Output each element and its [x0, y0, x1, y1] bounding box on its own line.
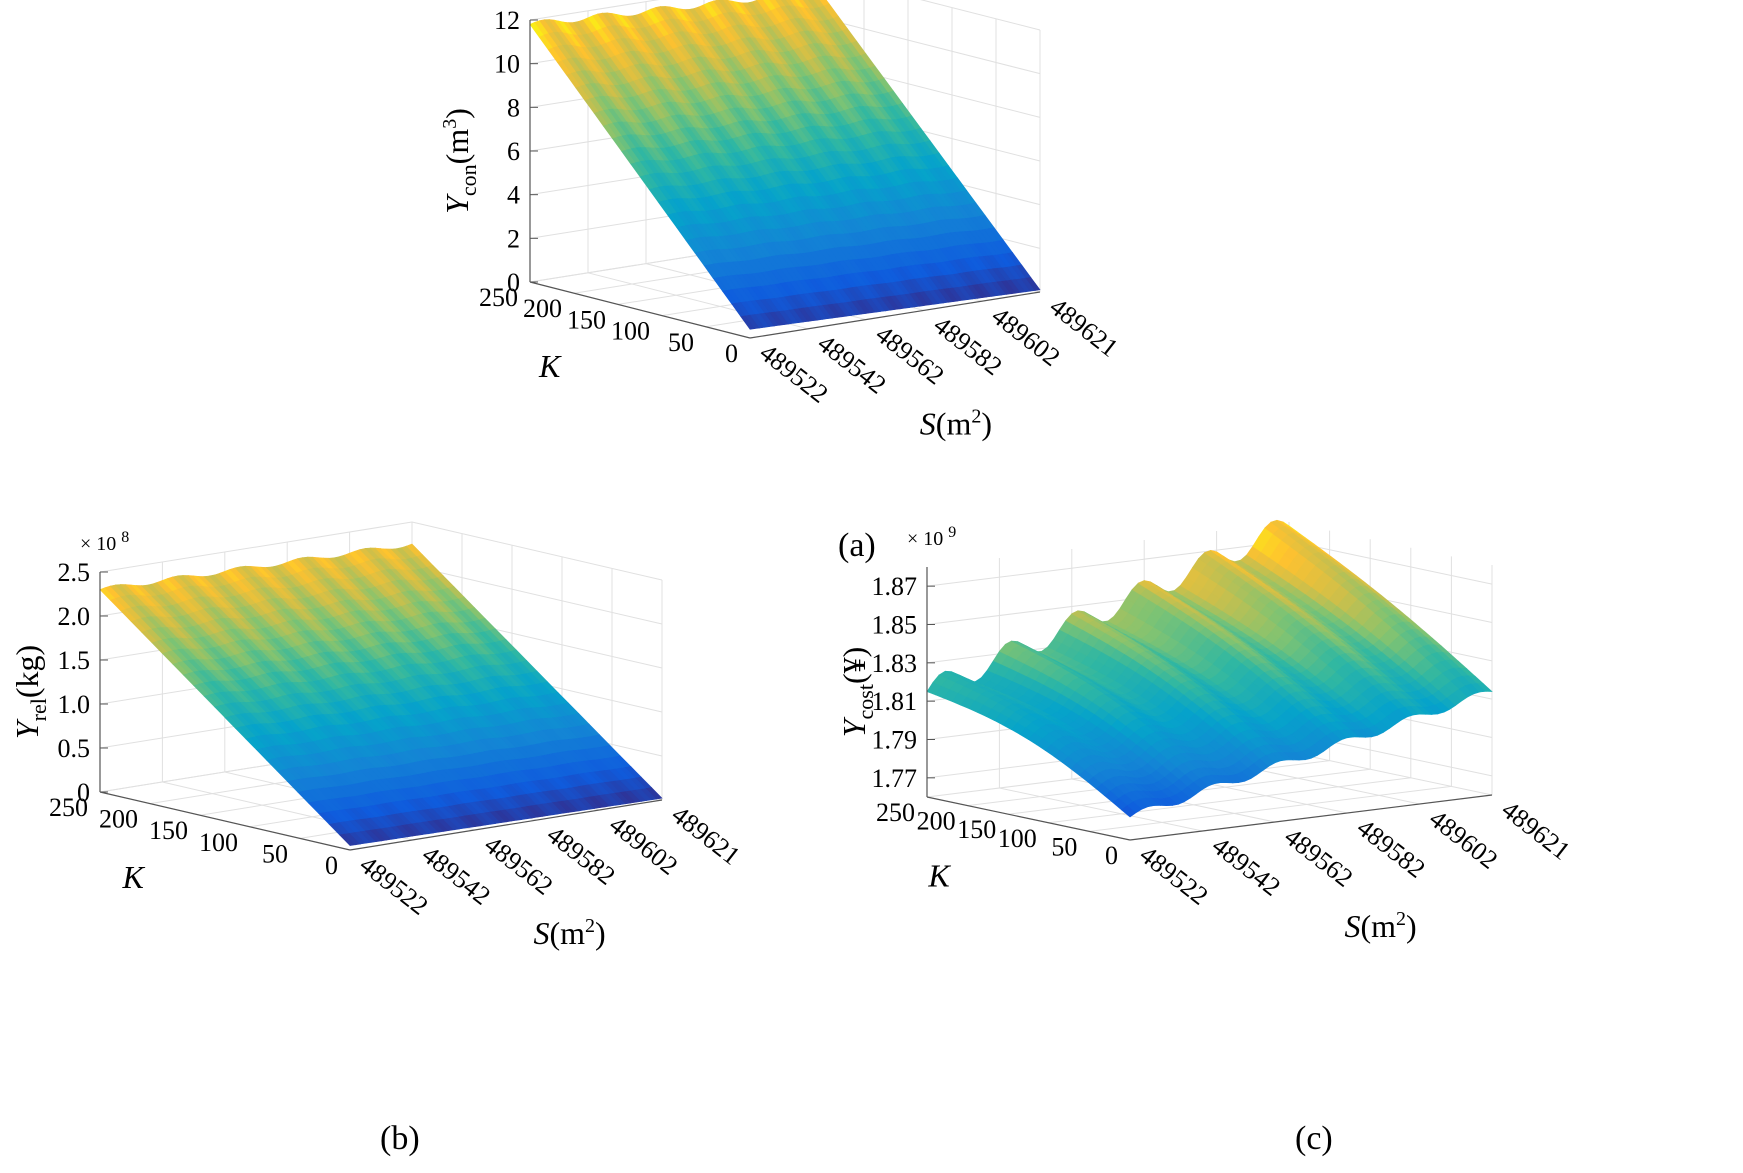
- z-tick-label: 6: [507, 137, 520, 166]
- surface-chart-b: 00.51.01.52.02.5× 10 8050100150200250489…: [9, 521, 746, 951]
- z-tick-label: 8: [507, 93, 520, 122]
- k-tick-label: 50: [262, 839, 288, 868]
- axes: [99, 572, 663, 851]
- s-tick-label: 489542: [1207, 831, 1286, 902]
- z-tick-label: 1.79: [872, 726, 918, 755]
- s-tick-label: 489522: [1134, 840, 1213, 911]
- k-tick-label: 0: [325, 851, 338, 880]
- z-tick-label: 2.0: [58, 602, 91, 631]
- surface-mesh: [529, 0, 1041, 330]
- s-axis-label: S(m2): [920, 405, 992, 441]
- z-tick-label: 12: [494, 6, 520, 35]
- chart-panel-b: 0 0.5 1.0 1.5 2.0 2.5 × 10 8 0 50 100 150 200 250 489…: [0, 521, 760, 1110]
- z-axis-label: Yrel(kg): [9, 645, 51, 739]
- chart-panel-c: 1.77 1.79 1.81 1.83 1.85 1.87 × 10 9 0 50 100 150 2…: [836, 519, 1735, 1110]
- k-tick-label: 50: [1051, 832, 1077, 861]
- caption-a: (a): [838, 527, 876, 564]
- z-tick-label: 0: [507, 268, 520, 297]
- z-axis-label: Ycost(¥): [836, 647, 878, 738]
- s-tick-label: 489562: [1279, 822, 1358, 893]
- s-axis-label: S(m2): [1344, 908, 1416, 944]
- caption-c: (c): [1295, 1120, 1333, 1157]
- z-tick-label: 1.0: [58, 690, 91, 719]
- k-tick-label: 100: [611, 317, 650, 346]
- axes: [926, 567, 1493, 841]
- z-multiplier: × 10 9: [907, 524, 956, 550]
- z-tick-label: 10: [494, 50, 520, 79]
- surface-chart-c: 1.771.791.811.831.851.87× 10 90501001502…: [836, 519, 1576, 944]
- z-tick-label: 1.77: [872, 764, 918, 793]
- z-tick-label: 2: [507, 224, 520, 253]
- surface-patch: [645, 787, 663, 800]
- s-tick-label: 489582: [1352, 813, 1431, 884]
- k-axis-label: K: [538, 348, 562, 384]
- y-axis-line: [926, 796, 1131, 841]
- z-tick-label: 2.5: [58, 558, 91, 587]
- s-axis-label: S(m2): [533, 915, 605, 951]
- s-tick-label: 489621: [1496, 795, 1575, 866]
- k-tick-label: 100: [199, 828, 238, 857]
- z-tick-label: 1.5: [58, 646, 91, 675]
- k-tick-label: 0: [1105, 841, 1118, 870]
- z-multiplier: × 10 7: [510, 0, 559, 3]
- k-tick-label: 0: [725, 339, 738, 368]
- y-axis-line: [99, 791, 351, 851]
- k-tick-label: 150: [149, 816, 188, 845]
- k-axis-label: K: [927, 857, 951, 893]
- z-tick-label: 1.81: [872, 687, 918, 716]
- surface-patch: [1476, 683, 1493, 692]
- z-multiplier-exp: 8: [121, 529, 129, 546]
- x-axis-line: [749, 291, 1041, 339]
- k-tick-label: 200: [523, 294, 562, 323]
- z-tick-label: 4: [507, 181, 520, 210]
- z-multiplier-exp: 9: [948, 524, 956, 541]
- k-tick-label: 250: [49, 793, 88, 822]
- x-axis-line: [1129, 794, 1493, 841]
- k-tick-label: 50: [668, 328, 694, 357]
- surface-patch: [1025, 277, 1041, 291]
- z-multiplier: × 10 8: [80, 529, 129, 555]
- k-tick-label: 150: [957, 815, 996, 844]
- y-axis-line: [529, 281, 751, 339]
- z-axis-label: Ycon(m3): [439, 108, 481, 214]
- z-tick-label: 1.87: [872, 572, 918, 601]
- z-tick-label: 1.85: [872, 611, 918, 640]
- k-tick-label: 100: [998, 824, 1037, 853]
- surface-mesh: [926, 519, 1493, 818]
- z-tick-label: 0: [77, 778, 90, 807]
- k-axis-label: K: [122, 859, 146, 895]
- k-tick-label: 200: [99, 805, 138, 834]
- k-tick-label: 250: [479, 283, 518, 312]
- caption-b: (b): [380, 1120, 420, 1157]
- k-tick-label: 200: [917, 807, 956, 836]
- k-tick-label: 250: [876, 798, 915, 827]
- z-tick-label: 1.83: [872, 649, 918, 678]
- k-tick-label: 150: [567, 305, 606, 334]
- x-axis-line: [349, 799, 663, 851]
- z-tick-label: 0.5: [58, 734, 91, 763]
- s-tick-label: 489602: [1424, 804, 1503, 875]
- surface-mesh: [99, 543, 663, 846]
